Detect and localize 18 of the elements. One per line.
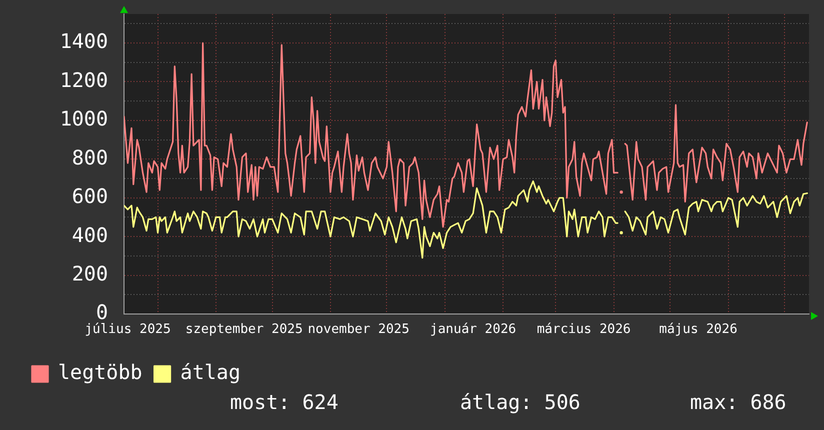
x-tick-label: november 2025 bbox=[308, 322, 410, 338]
y-tick-label: 600 bbox=[72, 184, 108, 208]
y-tick-label: 1400 bbox=[60, 29, 108, 54]
text: max: 686 bbox=[690, 390, 786, 414]
text: most: 624 bbox=[230, 390, 338, 414]
x-tick-label: szeptember 2025 bbox=[185, 322, 303, 338]
legend-label: átlag bbox=[180, 360, 241, 384]
y-tick-label: 800 bbox=[72, 145, 108, 170]
x-tick-label: július 2025 bbox=[84, 322, 171, 338]
y-tick-label: 1200 bbox=[60, 68, 108, 92]
legend-label: legtöbb bbox=[58, 360, 142, 384]
y-tick-label: 1000 bbox=[60, 106, 108, 131]
x-tick-label: március 2026 bbox=[536, 322, 631, 338]
text: átlag: 506 bbox=[460, 390, 580, 414]
x-tick-label: május 2026 bbox=[659, 322, 738, 338]
y-tick-label: 200 bbox=[72, 261, 108, 286]
y-tick-label: 400 bbox=[72, 222, 108, 247]
x-tick-label: január 2026 bbox=[430, 322, 516, 338]
